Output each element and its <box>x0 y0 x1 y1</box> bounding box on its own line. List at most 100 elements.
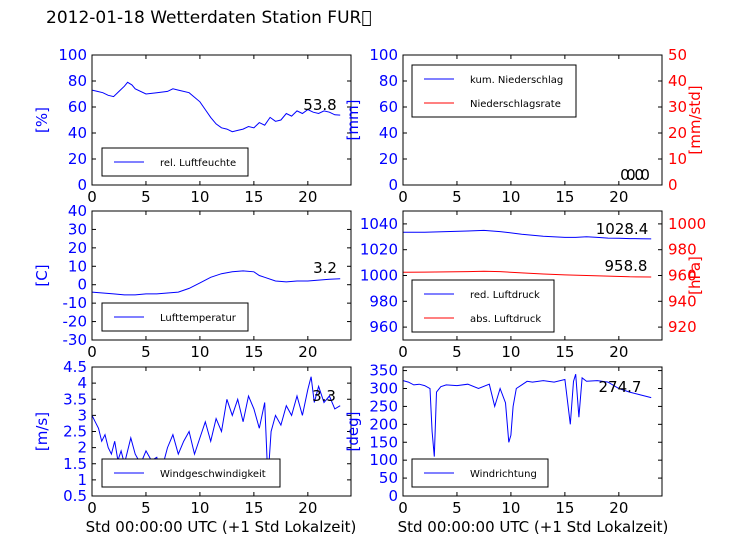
x-tick-label: 20 <box>609 343 628 361</box>
y-tick-label: 40 <box>68 202 87 220</box>
y-tick-label: 100 <box>58 46 87 64</box>
x-tick-label: 20 <box>298 188 317 206</box>
current-value-secondary: 958.8 <box>605 257 648 275</box>
series-line-1 <box>403 270 652 278</box>
legend-entry: kum. Niederschlag <box>470 75 563 86</box>
x-tick-label: 15 <box>555 188 574 206</box>
current-value: 53.8 <box>303 96 336 114</box>
series-line-0 <box>403 374 652 457</box>
y-tick-label: 1040 <box>360 215 398 233</box>
y2-axis-label: [hPa] <box>686 256 704 295</box>
x-tick-label: 0 <box>87 343 97 361</box>
x-tick-label: 10 <box>190 343 209 361</box>
x-tick-label: 15 <box>555 343 574 361</box>
y2-tick-label: 980 <box>668 241 697 259</box>
axes-frame <box>402 54 663 186</box>
legend-entry: Windgeschwindigkeit <box>160 469 266 480</box>
y-tick-label: 250 <box>369 397 398 415</box>
x-tick-label: 15 <box>244 499 263 517</box>
y-tick-label: 80 <box>379 72 398 90</box>
y-tick-label: 350 <box>369 362 398 380</box>
x-tick-label: 15 <box>555 499 574 517</box>
y-tick-label: 100 <box>369 46 398 64</box>
y-tick-label: 980 <box>369 292 398 310</box>
axes-frame <box>91 54 352 186</box>
current-value: 0.0 <box>620 166 644 184</box>
x-tick-label: 10 <box>501 499 520 517</box>
y2-tick-label: 0 <box>668 176 678 194</box>
series-line-0 <box>92 81 341 133</box>
panel-pressure: 0 5 10 15 20 960 980 1000 1020 1040 920 940 960 980 10… <box>360 210 706 361</box>
y-tick-label: 2.5 <box>63 423 87 441</box>
y-tick-label: 2 <box>77 439 87 457</box>
current-value: 3.2 <box>313 259 337 277</box>
y-tick-label: 0 <box>388 487 398 505</box>
y-axis-label: [%] <box>33 107 51 133</box>
y2-tick-label: 920 <box>668 318 697 336</box>
legend-entry: red. Luftdruck <box>470 290 540 301</box>
y2-tick-label: 960 <box>668 267 697 285</box>
x-tick-label: 20 <box>298 343 317 361</box>
y-tick-label: 1.5 <box>63 455 87 473</box>
axes-frame <box>91 210 352 341</box>
x-tick-label: 5 <box>141 188 151 206</box>
y-tick-label: 3.5 <box>63 390 87 408</box>
y-axis-label: [m/s] <box>33 412 51 451</box>
y-tick-label: 60 <box>379 98 398 116</box>
x-tick-label: 0 <box>398 499 408 517</box>
y-tick-label: 150 <box>369 433 398 451</box>
y-tick-label: 300 <box>369 380 398 398</box>
x-tick-label: 20 <box>609 188 628 206</box>
current-value: 1028.4 <box>596 220 649 238</box>
legend-entry: Lufttemperatur <box>160 313 237 324</box>
x-tick-label: 0 <box>398 188 408 206</box>
y-tick-label: 3 <box>77 406 87 424</box>
y-tick-label: -20 <box>63 313 88 331</box>
y-tick-label: 10 <box>68 257 87 275</box>
x-axis-label-right: Std 00:00:00 UTC (+1 Std Lokalzeit) <box>398 518 669 536</box>
y-tick-label: 100 <box>369 451 398 469</box>
legend-box <box>101 458 281 488</box>
current-value-secondary: 0.0 <box>626 166 650 184</box>
series-line-0 <box>92 270 341 296</box>
y-tick-label: -30 <box>63 331 88 349</box>
legend-entry: Niederschlagsrate <box>470 99 561 110</box>
y-tick-label: 0 <box>388 176 398 194</box>
x-tick-label: 15 <box>244 343 263 361</box>
x-tick-label: 20 <box>298 499 317 517</box>
y-tick-label: 60 <box>68 98 87 116</box>
legend-entry: rel. Luftfeuchte <box>160 158 236 169</box>
x-axis-label-left: Std 00:00:00 UTC (+1 Std Lokalzeit) <box>86 518 357 536</box>
x-tick-label: 10 <box>190 499 209 517</box>
y-tick-label: 50 <box>379 469 398 487</box>
axes-frame <box>402 366 663 497</box>
x-tick-label: 10 <box>501 343 520 361</box>
x-tick-label: 0 <box>87 188 97 206</box>
x-tick-label: 5 <box>141 343 151 361</box>
y-tick-label: 20 <box>379 150 398 168</box>
y2-tick-label: 1000 <box>668 215 706 233</box>
y2-tick-label: 20 <box>668 124 687 142</box>
panel-precipitation: 0 5 10 15 20 0 20 40 60 80 100 0 10 20 30 40 50 [mm/std] [… <box>344 46 704 206</box>
y-axis-label: [C] <box>33 264 51 286</box>
y-tick-label: 200 <box>369 415 398 433</box>
x-tick-label: 5 <box>452 499 462 517</box>
y-tick-label: 4.5 <box>63 358 87 376</box>
x-tick-label: 10 <box>190 188 209 206</box>
current-value: 274.7 <box>599 378 642 396</box>
y-tick-label: 20 <box>68 150 87 168</box>
y-tick-label: 20 <box>68 239 87 257</box>
chart-title: 2012-01-18 Wetterdaten Station FUR  <box>46 8 372 28</box>
x-tick-label: 15 <box>244 188 263 206</box>
y2-tick-label: 30 <box>668 98 687 116</box>
y-tick-label: 40 <box>68 124 87 142</box>
y2-tick-label: 50 <box>668 46 687 64</box>
y-tick-label: 0 <box>77 276 87 294</box>
y-tick-label: 1020 <box>360 241 398 259</box>
x-tick-label: 5 <box>452 188 462 206</box>
y-tick-label: 4 <box>77 374 87 392</box>
y-tick-label: -10 <box>63 294 88 312</box>
x-tick-label: 10 <box>501 188 520 206</box>
